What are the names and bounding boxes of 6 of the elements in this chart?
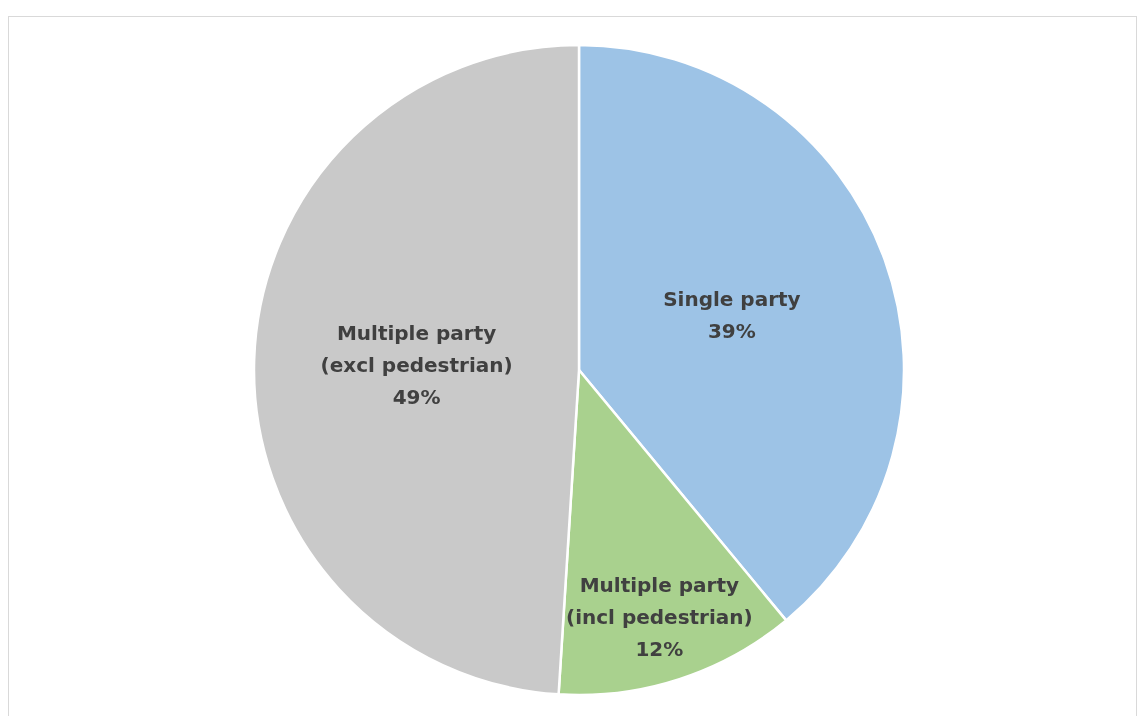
slice-label: Multiple party (excl pedestrian)	[320, 320, 513, 377]
slice-label: Single party	[663, 286, 801, 311]
data-label: 39%	[707, 318, 756, 343]
data-label: 12%	[635, 637, 684, 662]
data-label: 49%	[392, 384, 441, 409]
slice-label: Multiple party (incl pedestrian)	[565, 573, 753, 630]
